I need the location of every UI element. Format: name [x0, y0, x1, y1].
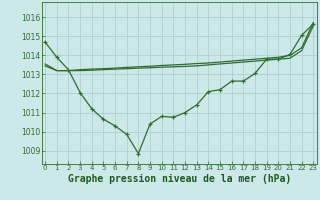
X-axis label: Graphe pression niveau de la mer (hPa): Graphe pression niveau de la mer (hPa)	[68, 174, 291, 184]
